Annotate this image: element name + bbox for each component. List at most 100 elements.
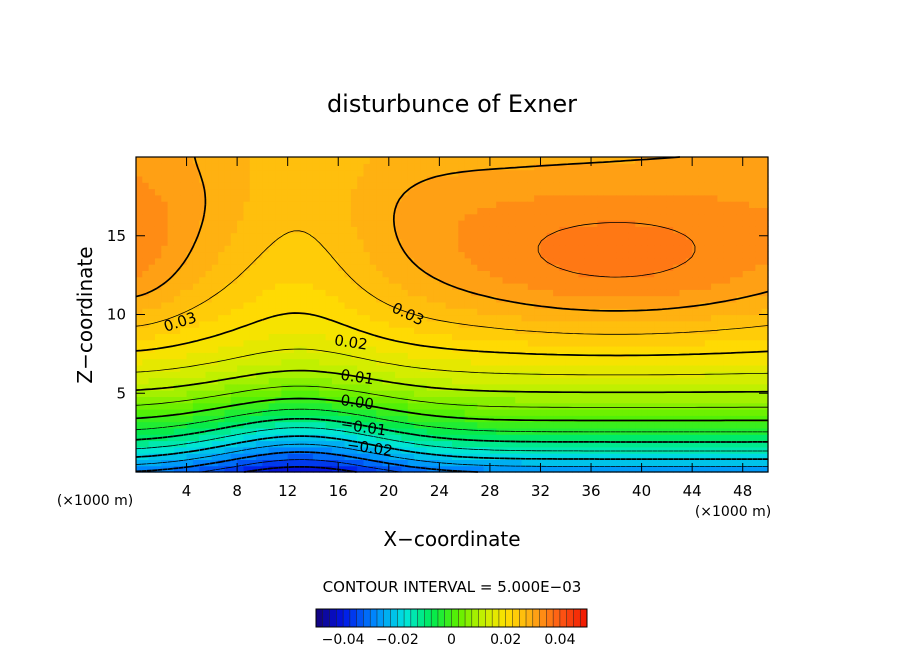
field-cell (578, 440, 586, 448)
field-cell (553, 157, 561, 164)
field-cell (489, 327, 497, 334)
field-cell (622, 415, 630, 423)
field-cell (610, 427, 617, 435)
field-cell (742, 339, 750, 347)
field-cell (395, 308, 403, 316)
field-cell (660, 346, 668, 353)
field-cell (300, 226, 308, 234)
field-cell (515, 371, 523, 379)
field-cell (262, 440, 270, 448)
field-cell (300, 157, 308, 164)
field-cell (515, 377, 523, 385)
field-cell (161, 421, 169, 429)
field-cell (363, 270, 371, 278)
field-cell (641, 182, 649, 190)
field-cell (521, 308, 529, 316)
field-cell (243, 157, 251, 164)
field-cell (439, 194, 447, 202)
field-cell (761, 427, 769, 435)
field-cell (319, 213, 327, 221)
field-cell (180, 415, 188, 423)
field-cell (635, 427, 643, 435)
field-cell (698, 396, 706, 404)
field-cell (262, 390, 270, 397)
field-cell (433, 415, 440, 423)
field-cell (730, 390, 737, 397)
field-cell (761, 194, 769, 202)
field-cell (540, 440, 548, 448)
field-cell (205, 352, 213, 360)
field-cell (439, 169, 447, 177)
field-cell (641, 465, 649, 473)
field-cell (452, 402, 459, 410)
field-cell (452, 194, 459, 202)
field-cell (262, 283, 270, 290)
field-cell (527, 213, 535, 221)
field-cell (262, 427, 270, 435)
field-cell (685, 251, 693, 259)
field-cell (578, 201, 586, 208)
field-cell (180, 245, 188, 253)
field-cell (294, 226, 301, 234)
field-cell (679, 201, 687, 208)
field-cell (192, 169, 200, 177)
field-cell (173, 169, 181, 177)
field-cell (173, 175, 181, 183)
field-cell (673, 188, 681, 196)
field-cell (439, 327, 447, 334)
field-cell (312, 352, 320, 360)
field-cell (186, 459, 194, 467)
field-cell (167, 289, 175, 297)
field-cell (704, 390, 712, 397)
field-cell (211, 352, 219, 360)
field-cell (357, 201, 365, 208)
field-cell (654, 220, 662, 227)
field-cell (546, 213, 554, 221)
field-cell (363, 377, 371, 385)
field-cell (268, 320, 276, 328)
field-cell (230, 175, 238, 183)
field-cell (508, 289, 516, 297)
field-cell (237, 371, 245, 379)
field-cell (452, 238, 459, 246)
field-cell (338, 238, 346, 246)
field-cell (312, 182, 320, 190)
field-cell (483, 194, 491, 202)
field-cell (673, 182, 681, 190)
field-cell (679, 182, 687, 190)
field-cell (597, 327, 605, 334)
field-cell (496, 245, 504, 253)
field-cell (452, 459, 459, 467)
field-cell (521, 245, 529, 253)
field-cell (616, 415, 624, 423)
field-cell (268, 421, 276, 429)
field-cell (711, 276, 719, 284)
field-cell (603, 333, 611, 341)
field-cell (237, 364, 245, 372)
field-cell (597, 409, 605, 416)
field-cell (262, 238, 270, 246)
field-cell (717, 465, 725, 473)
field-cell (407, 308, 415, 316)
field-cell (148, 276, 156, 284)
field-cell (755, 364, 763, 372)
field-cell (711, 415, 719, 423)
field-cell (628, 213, 636, 221)
field-cell (224, 182, 232, 190)
field-cell (376, 283, 384, 290)
field-cell (534, 283, 542, 290)
field-cell (502, 440, 510, 448)
field-cell (230, 213, 238, 221)
field-cell (610, 409, 617, 416)
field-cell (192, 207, 200, 215)
field-cell (572, 207, 579, 215)
field-cell (319, 427, 327, 435)
field-cell (173, 289, 181, 297)
field-cell (256, 257, 263, 265)
field-cell (755, 346, 763, 353)
field-cell (496, 396, 504, 404)
field-cell (717, 440, 725, 448)
field-cell (294, 421, 301, 429)
field-cell (622, 434, 630, 442)
field-cell (477, 238, 485, 246)
